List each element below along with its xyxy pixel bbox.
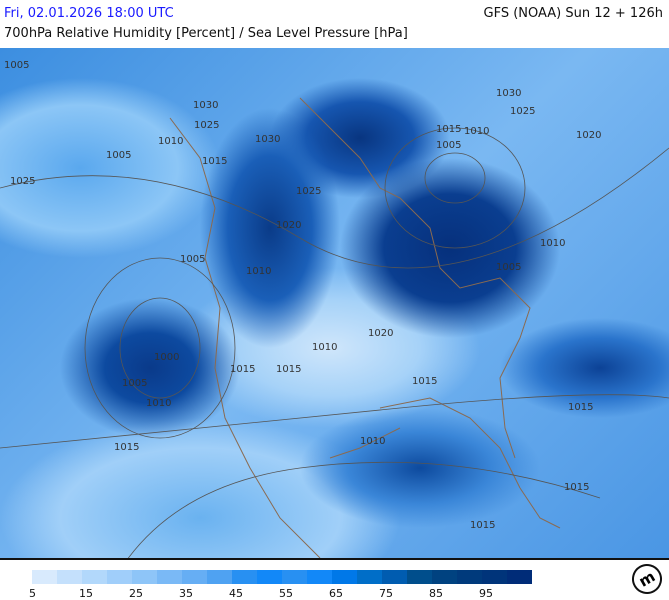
legend-swatch bbox=[232, 570, 257, 584]
legend-swatch bbox=[132, 570, 157, 584]
legend-swatch bbox=[332, 570, 357, 584]
isobar-label: 1015 bbox=[564, 482, 590, 493]
legend-swatch bbox=[257, 570, 282, 584]
color-legend bbox=[32, 570, 532, 584]
legend-tick-label: 75 bbox=[379, 587, 393, 600]
isobar-label: 1030 bbox=[193, 100, 219, 111]
isobar-label: 1015 bbox=[230, 364, 256, 375]
legend-tick-label: 15 bbox=[79, 587, 93, 600]
legend-swatch bbox=[182, 570, 207, 584]
legend-swatch bbox=[207, 570, 232, 584]
isobar-label: 1010 bbox=[158, 136, 184, 147]
isobar-label: 1015 bbox=[114, 442, 140, 453]
isobar-label: 1005 bbox=[106, 150, 132, 161]
isobar-label: 1030 bbox=[496, 88, 522, 99]
isobar-label: 1000 bbox=[154, 352, 180, 363]
isobar-label: 1005 bbox=[4, 60, 30, 71]
isobar-label: 1005 bbox=[496, 262, 522, 273]
legend-swatch bbox=[432, 570, 457, 584]
parameter-title: 700hPa Relative Humidity [Percent] / Sea… bbox=[4, 26, 408, 41]
isobar-label: 1005 bbox=[122, 378, 148, 389]
legend-swatch bbox=[307, 570, 332, 584]
isobar-label: 1015 bbox=[470, 520, 496, 531]
isobar-label: 1010 bbox=[312, 342, 338, 353]
legend-swatch bbox=[82, 570, 107, 584]
legend-tick-label: 95 bbox=[479, 587, 493, 600]
meteologix-logo: m bbox=[626, 558, 668, 600]
isobar-label: 1025 bbox=[10, 176, 36, 187]
legend-tick-label: 45 bbox=[229, 587, 243, 600]
forecast-datetime: Fri, 02.01.2026 18:00 UTC bbox=[4, 6, 174, 21]
legend-swatch bbox=[457, 570, 482, 584]
legend-swatch bbox=[407, 570, 432, 584]
isobar-label: 1015 bbox=[436, 124, 462, 135]
legend-swatch bbox=[32, 570, 57, 584]
model-run: GFS (NOAA) Sun 12 + 126h bbox=[483, 6, 663, 21]
isobar-label: 1025 bbox=[296, 186, 322, 197]
isobar-label: 1010 bbox=[146, 398, 172, 409]
isobar-label: 1020 bbox=[576, 130, 602, 141]
isobar-label: 1010 bbox=[540, 238, 566, 249]
legend-tick-label: 85 bbox=[429, 587, 443, 600]
legend-swatch bbox=[107, 570, 132, 584]
isobar-label: 1025 bbox=[194, 120, 220, 131]
humidity-pressure-map: 1005 1025 1005 1010 1030 1015 1025 1030 … bbox=[0, 48, 669, 558]
legend-swatch bbox=[382, 570, 407, 584]
isobar-label: 1015 bbox=[276, 364, 302, 375]
legend-tick-label: 25 bbox=[129, 587, 143, 600]
isobar-label: 1015 bbox=[568, 402, 594, 413]
isobar-label: 1010 bbox=[464, 126, 490, 137]
legend-swatch bbox=[282, 570, 307, 584]
legend-swatch bbox=[157, 570, 182, 584]
isobar-label: 1015 bbox=[202, 156, 228, 167]
isobar-label: 1015 bbox=[412, 376, 438, 387]
isobar-label: 1020 bbox=[368, 328, 394, 339]
isobar-label: 1010 bbox=[246, 266, 272, 277]
legend-tick-label: 5 bbox=[29, 587, 36, 600]
divider bbox=[0, 558, 669, 560]
legend-tick-label: 55 bbox=[279, 587, 293, 600]
legend-tick-label: 35 bbox=[179, 587, 193, 600]
isobar-label: 1020 bbox=[276, 220, 302, 231]
isobar-label: 1005 bbox=[180, 254, 206, 265]
legend-swatch bbox=[507, 570, 532, 584]
coastlines bbox=[0, 97, 669, 558]
isobar-label: 1030 bbox=[255, 134, 281, 145]
legend-swatch bbox=[57, 570, 82, 584]
legend-tick-label: 65 bbox=[329, 587, 343, 600]
isobar-label: 1005 bbox=[436, 140, 462, 151]
isobar-label: 1010 bbox=[360, 436, 386, 447]
legend-swatch bbox=[482, 570, 507, 584]
legend-swatch bbox=[357, 570, 382, 584]
isobar-label: 1025 bbox=[510, 106, 536, 117]
